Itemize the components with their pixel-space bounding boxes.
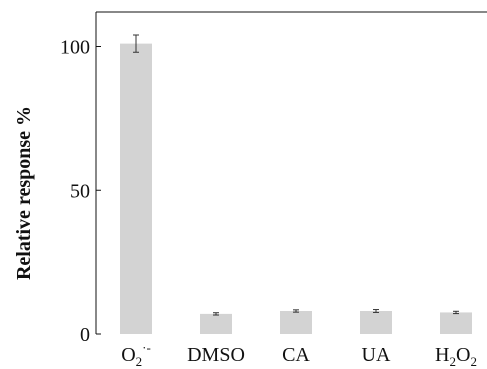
y-tick-label: 0 (80, 324, 90, 346)
bar (440, 312, 472, 334)
x-tick-label: O2·- (121, 340, 151, 369)
y-axis-ticks: 0 50 100 (60, 37, 101, 346)
x-tick-label: DMSO (187, 344, 245, 366)
bar (280, 311, 312, 334)
bar (120, 43, 152, 334)
x-axis-ticks: O2·- DMSO CA UA H2O2 (121, 340, 477, 369)
bar-series (120, 34, 472, 334)
y-tick-label: 50 (70, 180, 90, 202)
x-tick-label: CA (282, 344, 310, 366)
x-tick-label: H2O2 (435, 344, 477, 369)
x-tick-label: UA (362, 344, 391, 366)
chart-axes (95, 11, 487, 334)
bar (360, 311, 392, 334)
bar (200, 313, 232, 334)
y-tick-label: 100 (60, 37, 90, 59)
y-axis-label: Relative response % (13, 106, 35, 280)
